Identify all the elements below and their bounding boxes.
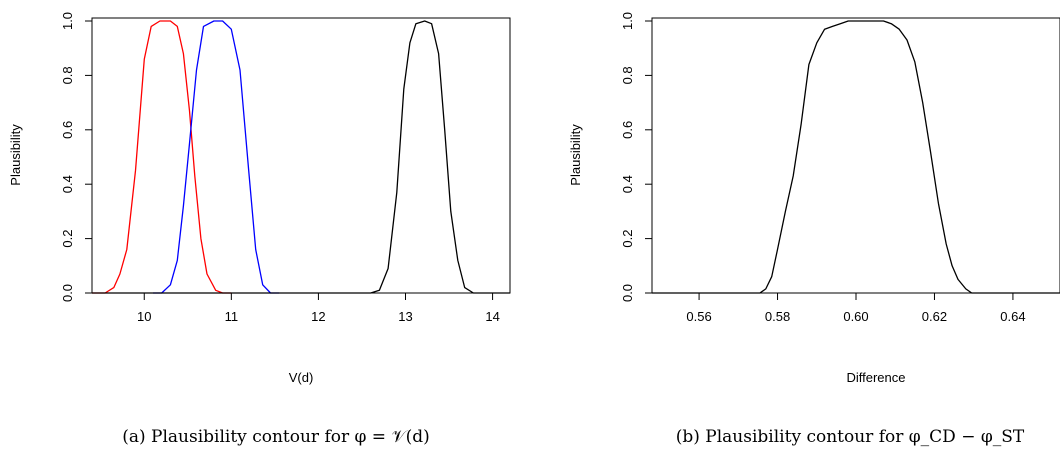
y-tick-label: 0.8	[60, 66, 75, 84]
y-tick-label: 1.0	[620, 12, 635, 30]
y-tick-label: 0.6	[60, 121, 75, 139]
y-tick-label: 0.4	[620, 175, 635, 193]
y-axis: 0.0 0.2 0.4 0.6 0.8 1.0	[60, 12, 92, 302]
x-tick-label: 13	[398, 309, 412, 324]
x-axis-label: Difference	[846, 370, 905, 385]
x-tick-label: 12	[311, 309, 325, 324]
x-axis: 0.56 0.58 0.60 0.62 0.64	[686, 293, 1026, 324]
x-tick-label: 14	[485, 309, 499, 324]
x-tick-label: 11	[225, 309, 239, 324]
x-tick-label: 0.58	[765, 309, 790, 324]
series-layer	[652, 20, 1060, 294]
panel-b: 0.00.20.40.60.81.0 0.56 0.58 0.60 0.62 0.64 …	[568, 12, 1060, 447]
y-tick-label: 0.0	[60, 284, 75, 302]
x-tick-label: 0.64	[1000, 309, 1025, 324]
x-axis-label: V(d)	[289, 370, 314, 385]
y-tick-label: 0.2	[620, 230, 635, 248]
y-tick-label: 0.6	[620, 121, 635, 139]
x-axis: 10 11 12 13 14	[137, 293, 500, 324]
y-axis: 0.0 0.2 0.4 0.6 0.8 1.0	[620, 12, 652, 302]
y-tick-label: 0.0	[620, 284, 635, 302]
x-tick-label: 0.62	[922, 309, 947, 324]
series-line-1	[92, 20, 232, 294]
y-tick-label: 0.8	[620, 66, 635, 84]
caption-a: (a) Plausibility contour for φ = 𝒱(d)	[122, 427, 430, 447]
x-tick-label: 0.60	[843, 309, 868, 324]
y-tick-label: 0.4	[60, 175, 75, 193]
y-tick-label: 0.2	[60, 230, 75, 248]
y-tick-label: 1.0	[60, 12, 75, 30]
y-axis-label: Plausibility	[568, 124, 583, 186]
plot-frame	[91, 17, 511, 294]
series-line-3	[92, 20, 510, 294]
y-axis-label: Plausibility	[8, 124, 23, 186]
series-layer	[92, 20, 510, 294]
series-line-2	[153, 20, 280, 294]
plot-frame	[651, 17, 1060, 294]
x-tick-label: 0.56	[686, 309, 711, 324]
caption-b: (b) Plausibility contour for φ_CD − φ_ST	[676, 427, 1025, 447]
x-tick-label: 10	[137, 309, 151, 324]
series-line-1	[652, 20, 1060, 294]
panel-a: 0.0 0.2 0.4 0.6 0.8 1.0 10 11 12 13 14 V(d) Plaus…	[8, 12, 511, 447]
